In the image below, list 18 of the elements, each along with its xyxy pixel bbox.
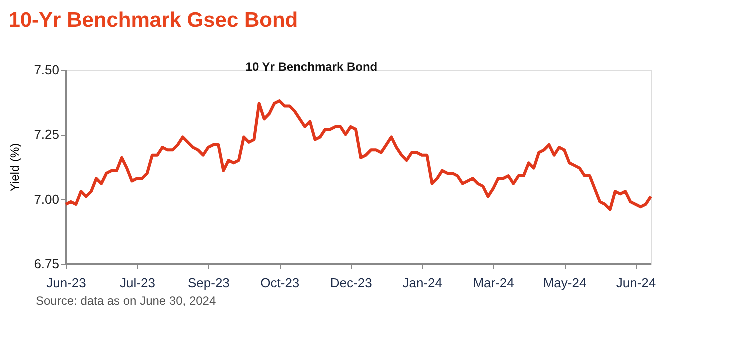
y-tick-label: 7.50 <box>34 62 60 78</box>
y-tick-label: 7.00 <box>34 192 60 207</box>
x-tick-label: Jul-23 <box>120 276 156 290</box>
x-tick-label: Sep-23 <box>188 276 230 290</box>
chart-title: 10-Yr Benchmark Gsec Bond <box>8 9 298 32</box>
y-axis-title: Yield (%) <box>8 143 22 192</box>
x-tick-label: Jun-23 <box>46 276 86 290</box>
y-tick-label: 6.75 <box>34 256 60 272</box>
y-tick-label: 7.25 <box>34 127 60 142</box>
chart-subtitle: 10 Yr Benchmark Bond <box>246 60 378 74</box>
x-tick-label: Dec-23 <box>330 276 372 290</box>
source-note: Source: data as on June 30, 2024 <box>36 294 216 308</box>
x-tick-label: Jan-24 <box>402 276 442 290</box>
x-tick-label: May-24 <box>543 276 587 290</box>
x-tick-label: Mar-24 <box>473 276 514 290</box>
x-tick-label: Oct-23 <box>260 276 300 290</box>
x-tick-label: Jun-24 <box>616 276 656 290</box>
line-series <box>64 100 652 212</box>
